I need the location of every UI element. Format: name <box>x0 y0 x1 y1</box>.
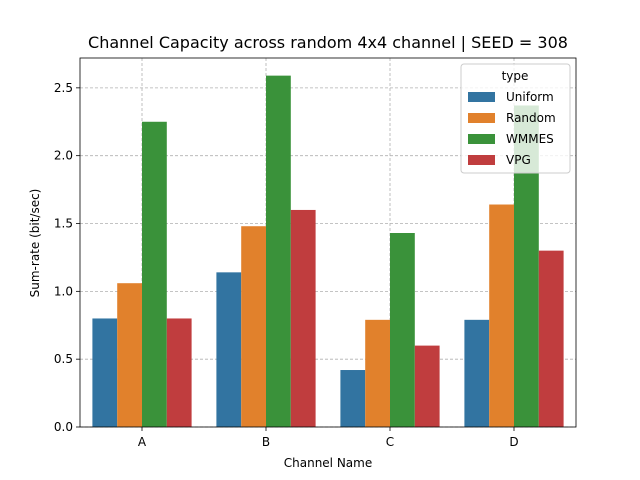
x-tick-label-a: A <box>138 435 147 449</box>
chart-title: Channel Capacity across random 4x4 chann… <box>88 33 568 52</box>
bar-d-random <box>489 204 514 427</box>
x-tick-label-d: D <box>509 435 518 449</box>
x-tick-label-b: B <box>262 435 270 449</box>
bar-c-random <box>365 319 390 427</box>
legend-label-uniform: Uniform <box>506 90 554 104</box>
bars <box>92 75 564 427</box>
legend-swatch-vpg <box>468 155 495 165</box>
legend-label-wmmes: WMMES <box>506 132 554 146</box>
y-tick-label: 2.0 <box>54 149 73 163</box>
y-tick-label: 1.5 <box>54 217 73 231</box>
bar-d-vpg <box>538 250 564 427</box>
bar-a-random <box>117 283 142 427</box>
y-tick-label: 1.0 <box>54 284 73 298</box>
bar-c-vpg <box>414 345 440 427</box>
legend-swatch-random <box>468 113 495 123</box>
legend: type Uniform Random WMMES VPG <box>460 63 571 174</box>
bar-d-uniform <box>464 319 490 427</box>
bar-a-uniform <box>92 318 118 427</box>
legend-title: type <box>502 69 529 83</box>
bar-b-vpg <box>290 209 316 427</box>
axes <box>79 57 577 428</box>
bar-b-wmmes <box>266 75 291 427</box>
bar-c-uniform <box>340 370 366 427</box>
legend-swatch-uniform <box>468 92 495 102</box>
bar-b-random <box>241 226 266 427</box>
bar-a-wmmes <box>142 121 167 427</box>
bar-b-uniform <box>216 272 242 427</box>
legend-label-vpg: VPG <box>506 153 531 167</box>
legend-box <box>460 63 571 174</box>
y-axis-label: Sum-rate (bit/sec) <box>28 189 42 298</box>
bar-a-vpg <box>166 318 192 427</box>
y-tick-label: 2.5 <box>54 81 73 95</box>
x-axis-label: Channel Name <box>284 456 372 470</box>
ticks: 0.0 0.5 1.0 1.5 2.0 2.5 A B C D <box>54 81 519 449</box>
plot-frame <box>79 57 577 428</box>
y-tick-label: 0.0 <box>54 420 73 434</box>
x-tick-label-c: C <box>386 435 394 449</box>
bar-c-wmmes <box>390 233 415 427</box>
legend-swatch-wmmes <box>468 134 495 144</box>
y-tick-label: 0.5 <box>54 352 73 366</box>
legend-label-random: Random <box>506 111 556 125</box>
